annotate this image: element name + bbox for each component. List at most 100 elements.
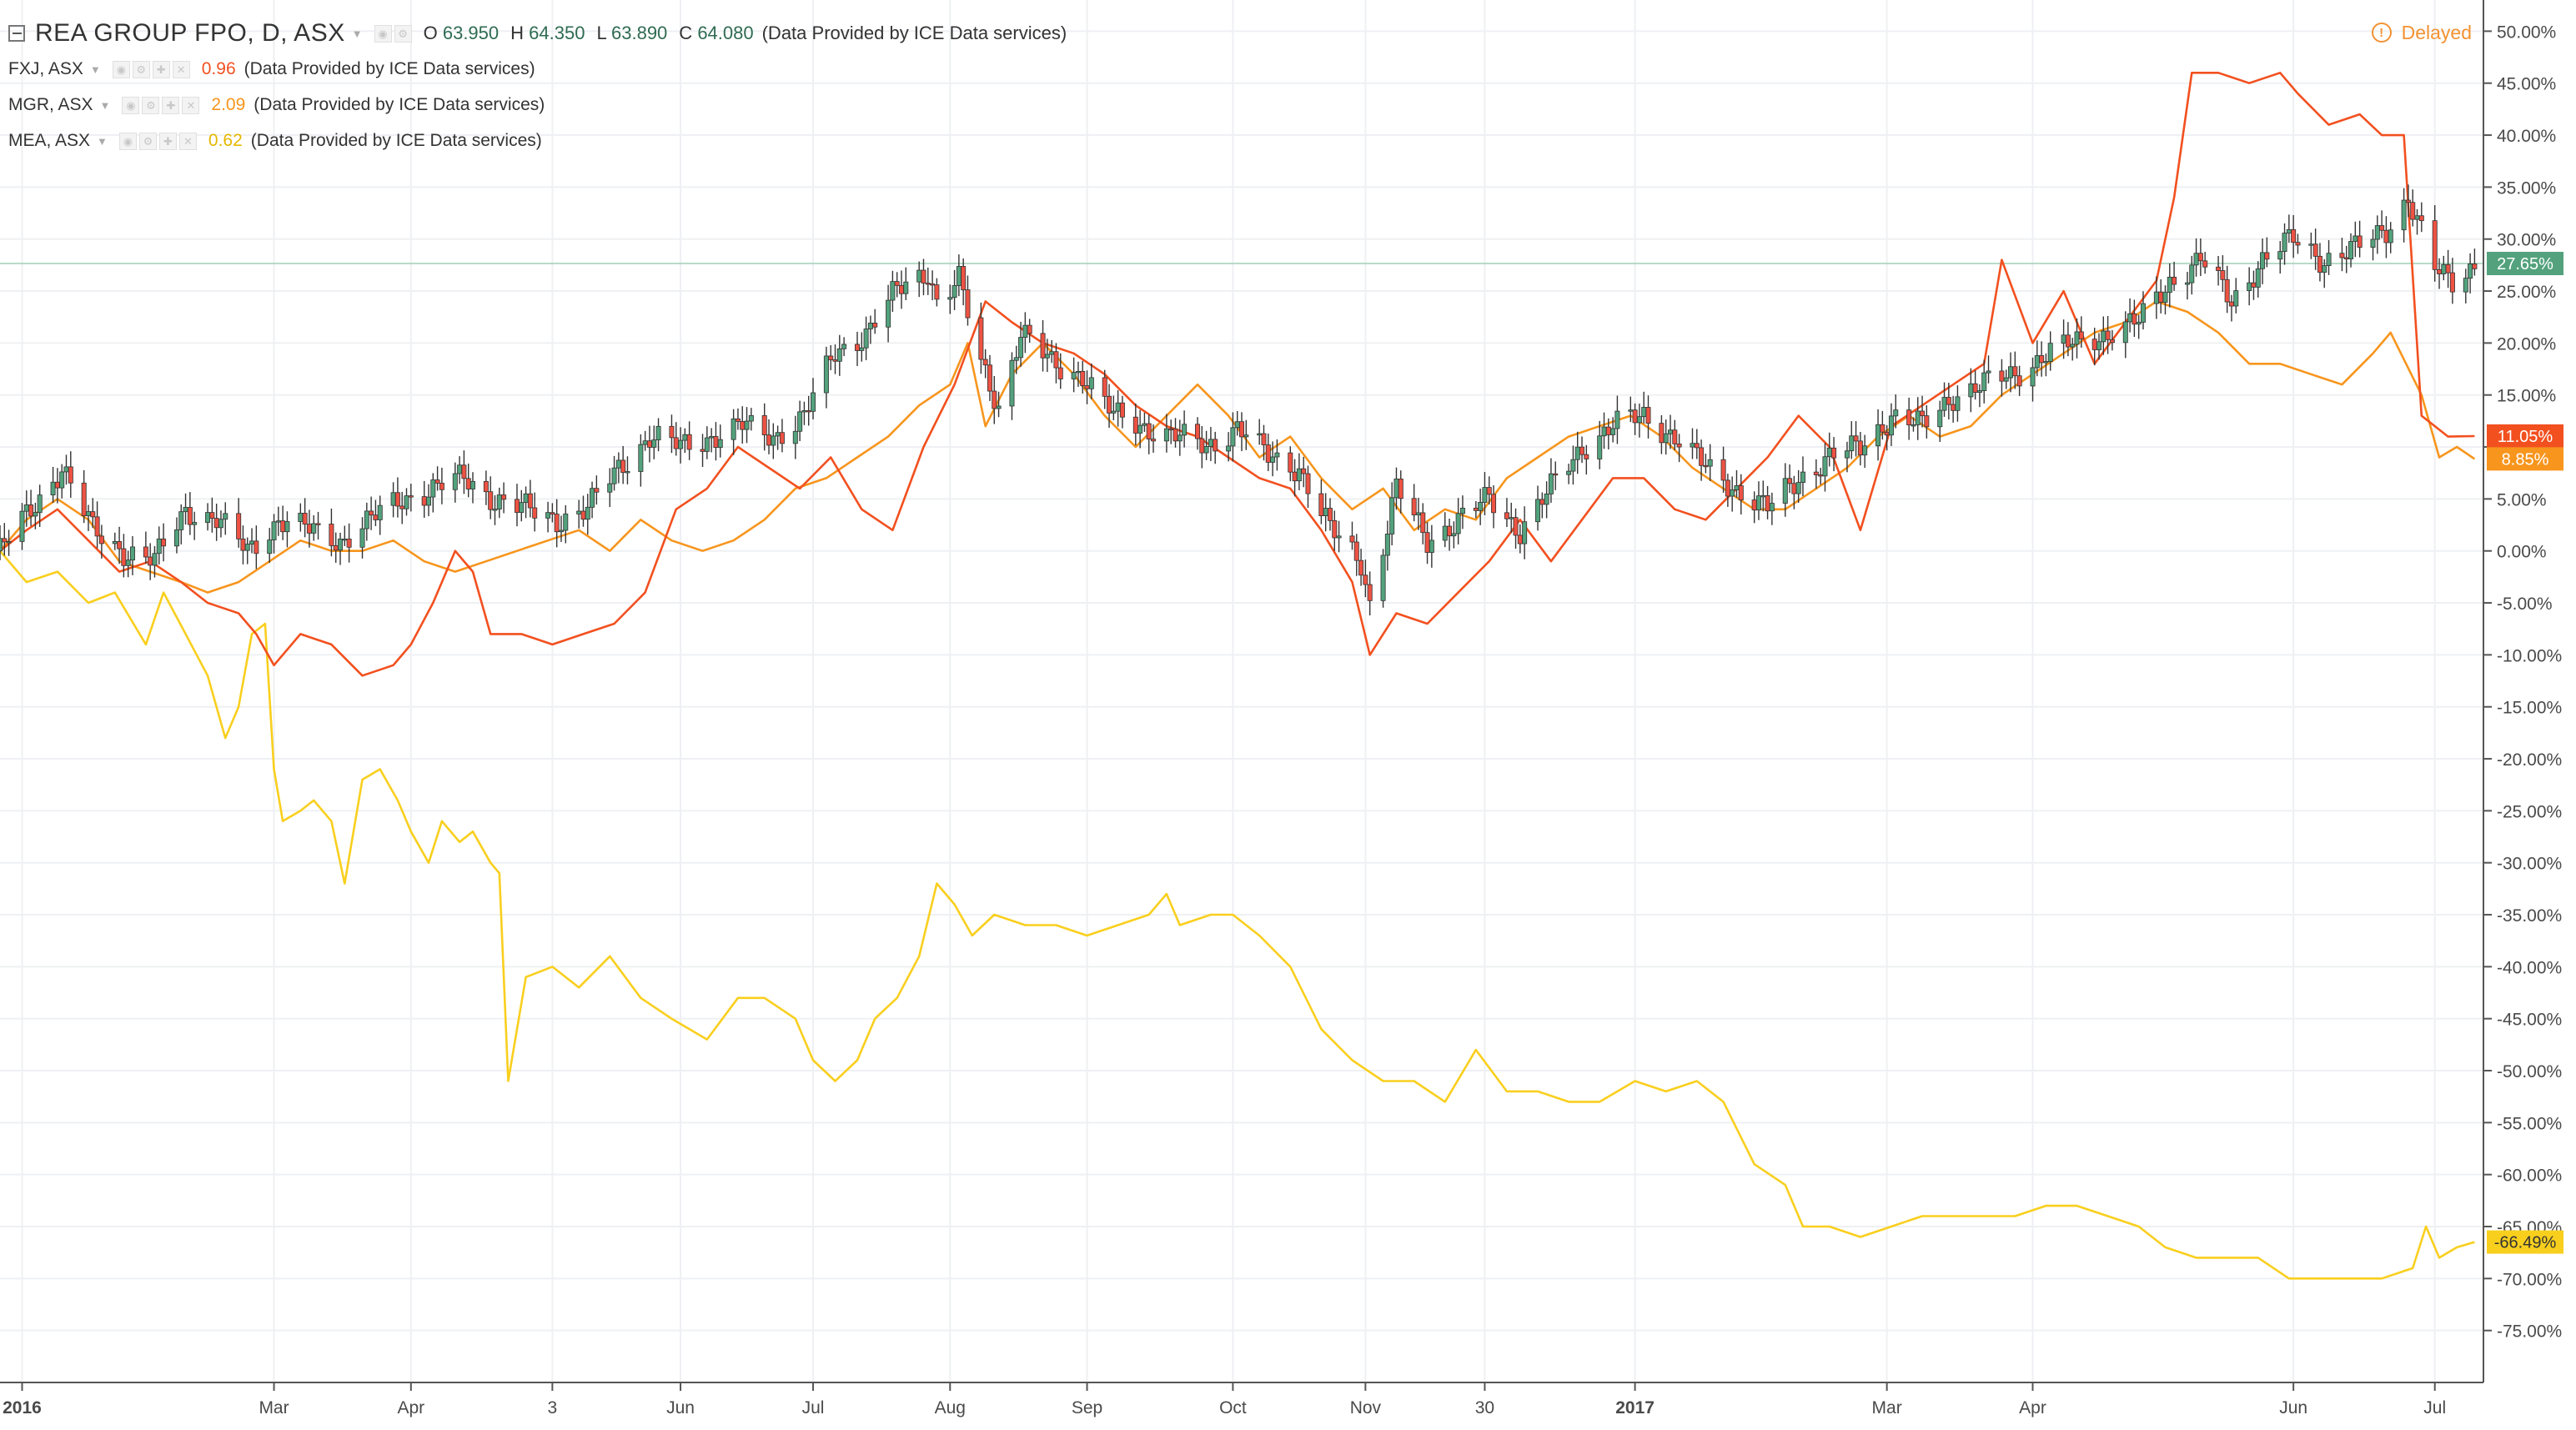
compare-symbol-mea[interactable]: MEA, ASX — [8, 131, 91, 150]
candle — [1579, 436, 1585, 464]
candle — [2260, 238, 2266, 284]
candle — [223, 502, 228, 535]
candle — [364, 502, 369, 541]
add-icon[interactable]: ✚ — [152, 60, 170, 78]
x-tick-label: 30 — [1475, 1398, 1494, 1417]
candle — [6, 529, 12, 556]
candle — [607, 468, 613, 508]
candle-body — [965, 289, 971, 319]
candle-body — [916, 269, 922, 283]
candle — [1353, 534, 1359, 576]
settings-icon[interactable]: ⚙ — [142, 96, 160, 114]
candle — [1040, 319, 1046, 372]
candle-body — [2312, 243, 2318, 257]
candle-body — [563, 513, 569, 531]
candle — [1226, 432, 1232, 462]
candle — [1071, 357, 1077, 393]
candle — [2136, 314, 2142, 339]
candle-body — [284, 521, 290, 533]
candle-body — [594, 488, 600, 493]
chevron-down-icon[interactable]: ▼ — [89, 63, 101, 76]
candle-body — [1535, 499, 1541, 523]
candle — [2216, 256, 2222, 286]
eye-icon[interactable]: ◉ — [122, 96, 140, 114]
candle — [651, 425, 657, 459]
candle-body — [1075, 370, 1081, 374]
candle-body — [1734, 485, 1740, 490]
candle — [129, 536, 135, 575]
y-tick-label: 45.00% — [2497, 75, 2556, 94]
compare-symbol-mgr[interactable]: MGR, ASX — [8, 95, 93, 114]
add-icon[interactable]: ✚ — [162, 96, 180, 114]
candle — [1986, 355, 1991, 384]
candle — [532, 492, 538, 532]
candle — [1999, 359, 2005, 397]
candle — [1213, 431, 1218, 464]
candle-body — [1800, 471, 1805, 484]
candle-body — [1570, 459, 1576, 472]
delayed-indicator[interactable]: ! Delayed — [2371, 18, 2472, 47]
close-icon[interactable]: ✕ — [182, 96, 200, 114]
candle-body — [2418, 215, 2424, 222]
candle-body — [735, 418, 741, 422]
candle — [1663, 419, 1669, 455]
candle — [625, 456, 630, 484]
settings-icon[interactable]: ⚙ — [394, 24, 412, 43]
candle-body — [1699, 447, 1705, 466]
candle-body — [457, 464, 463, 474]
candle-body — [1451, 533, 1457, 537]
candle — [470, 472, 475, 504]
candle-body — [1986, 370, 1991, 374]
candle — [359, 517, 365, 559]
chevron-down-icon[interactable]: ▼ — [99, 98, 111, 112]
eye-icon[interactable]: ◉ — [374, 24, 392, 43]
candle-body — [1730, 489, 1735, 497]
candle-body — [465, 478, 471, 489]
main-symbol-title[interactable]: REA GROUP FPO, D, ASX — [35, 19, 345, 47]
candle — [394, 477, 400, 518]
candle-body — [461, 464, 467, 479]
main-series-controls: ◉ ⚙ — [374, 24, 412, 43]
compare-row-fxj: FXJ, ASX ▼ ◉ ⚙ ✚ ✕ 0.96 (Data Provided b… — [8, 55, 535, 83]
candle-body — [1614, 410, 1620, 429]
candle — [996, 391, 1002, 418]
settings-icon[interactable]: ⚙ — [138, 132, 157, 150]
chevron-down-icon[interactable]: ▼ — [97, 134, 108, 148]
collapse-toggle[interactable] — [8, 25, 25, 42]
candle-body — [2061, 334, 2066, 344]
candle — [1398, 470, 1403, 514]
candle — [886, 284, 891, 343]
settings-icon[interactable]: ⚙ — [132, 60, 150, 78]
candle-body — [2291, 228, 2297, 243]
candle — [1544, 481, 1549, 519]
candle-body — [811, 392, 816, 412]
eye-icon[interactable]: ◉ — [118, 132, 137, 150]
eye-icon[interactable]: ◉ — [112, 60, 130, 78]
candle-body — [236, 513, 242, 539]
candle-body — [611, 467, 617, 484]
candle — [2224, 265, 2230, 314]
candle — [1274, 439, 1280, 471]
candle — [377, 495, 383, 535]
add-icon[interactable]: ✚ — [158, 132, 177, 150]
candle — [271, 514, 277, 554]
candle-body — [1173, 428, 1178, 442]
chevron-down-icon[interactable]: ▼ — [351, 27, 363, 40]
candle — [678, 427, 684, 464]
high-label: H — [510, 23, 525, 43]
candle-body — [2282, 233, 2287, 253]
candle-body — [2224, 278, 2230, 303]
candle-body — [329, 524, 334, 546]
y-tick-label: -10.00% — [2497, 646, 2562, 665]
candle-body — [1915, 410, 1921, 425]
candle-body — [178, 511, 184, 530]
compare-symbol-fxj[interactable]: FXJ, ASX — [8, 59, 83, 78]
candle-body — [1972, 383, 1978, 393]
candle — [1318, 479, 1324, 524]
close-icon[interactable]: ✕ — [172, 60, 190, 78]
candle — [1027, 319, 1032, 343]
close-icon[interactable]: ✕ — [178, 132, 197, 150]
candle-body — [1044, 354, 1050, 359]
